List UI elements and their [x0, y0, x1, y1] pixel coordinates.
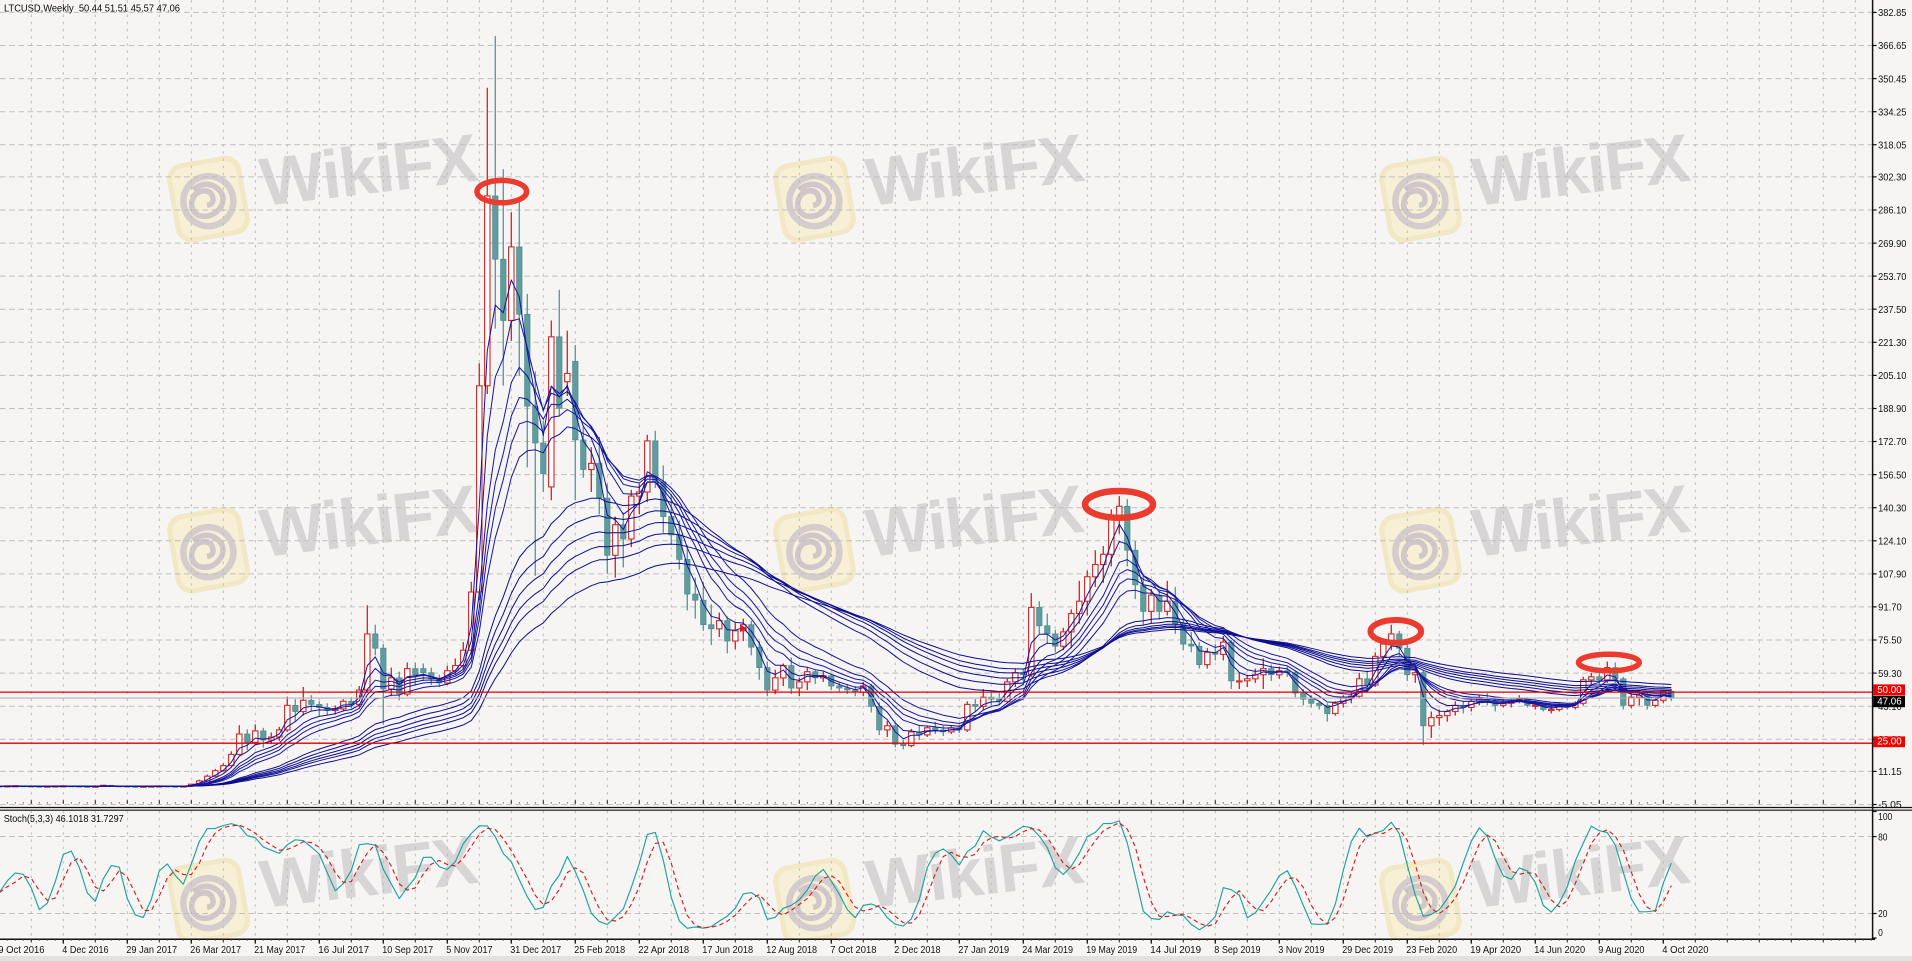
svg-text:7 Oct 2018: 7 Oct 2018	[830, 944, 876, 956]
svg-text:14 Jun 2020: 14 Jun 2020	[1534, 944, 1585, 956]
svg-text:382.85: 382.85	[1878, 7, 1906, 19]
svg-text:302.30: 302.30	[1878, 172, 1906, 184]
svg-text:4 Oct 2020: 4 Oct 2020	[1662, 944, 1708, 956]
svg-text:156.50: 156.50	[1878, 469, 1906, 481]
svg-text:-5.05: -5.05	[1878, 799, 1902, 811]
svg-text:205.10: 205.10	[1878, 370, 1906, 382]
svg-text:188.90: 188.90	[1878, 403, 1906, 415]
svg-text:29 Jan 2017: 29 Jan 2017	[126, 944, 177, 956]
svg-text:9 Aug 2020: 9 Aug 2020	[1598, 944, 1644, 956]
svg-text:140.30: 140.30	[1878, 502, 1906, 514]
svg-text:19 Apr 2020: 19 Apr 2020	[1470, 944, 1521, 956]
svg-text:75.50: 75.50	[1878, 635, 1902, 647]
svg-text:350.45: 350.45	[1878, 73, 1906, 85]
svg-text:100: 100	[1878, 811, 1892, 823]
svg-text:269.90: 269.90	[1878, 238, 1906, 250]
svg-text:253.70: 253.70	[1878, 271, 1906, 283]
svg-text:22 Apr 2018: 22 Apr 2018	[638, 944, 689, 956]
svg-text:47.06: 47.06	[1877, 696, 1902, 708]
svg-text:14 Jul 2019: 14 Jul 2019	[1150, 944, 1201, 956]
svg-text:80: 80	[1878, 831, 1888, 843]
svg-text:9 Oct 2016: 9 Oct 2016	[0, 944, 45, 956]
svg-text:LTCUSD,Weekly 50.44 51.51 45.: LTCUSD,Weekly 50.44 51.51 45.57 47.06	[4, 2, 180, 14]
svg-text:50.00: 50.00	[1877, 684, 1902, 696]
svg-text:Stoch(5,3,3) 46.1018 31.7297: Stoch(5,3,3) 46.1018 31.7297	[4, 813, 124, 825]
svg-text:318.05: 318.05	[1878, 139, 1906, 151]
svg-text:366.65: 366.65	[1878, 40, 1906, 52]
svg-text:21 May 2017: 21 May 2017	[254, 944, 305, 956]
svg-text:8 Sep 2019: 8 Sep 2019	[1214, 944, 1260, 956]
svg-text:286.10: 286.10	[1878, 205, 1906, 217]
svg-text:4 Dec 2016: 4 Dec 2016	[62, 944, 108, 956]
svg-text:237.50: 237.50	[1878, 304, 1906, 316]
svg-text:25.00: 25.00	[1877, 736, 1902, 748]
svg-text:59.30: 59.30	[1878, 668, 1902, 680]
svg-text:25 Feb 2018: 25 Feb 2018	[574, 944, 625, 956]
svg-text:334.25: 334.25	[1878, 106, 1906, 118]
svg-text:16 Jul 2017: 16 Jul 2017	[318, 944, 369, 956]
svg-text:124.10: 124.10	[1878, 536, 1906, 548]
svg-text:11.15: 11.15	[1878, 766, 1902, 778]
svg-text:221.30: 221.30	[1878, 337, 1906, 349]
svg-text:26 Mar 2017: 26 Mar 2017	[190, 944, 241, 956]
svg-text:20: 20	[1878, 908, 1888, 920]
svg-text:31 Dec 2017: 31 Dec 2017	[510, 944, 561, 956]
svg-text:23 Feb 2020: 23 Feb 2020	[1406, 944, 1457, 956]
svg-text:107.90: 107.90	[1878, 569, 1906, 581]
svg-text:19 May 2019: 19 May 2019	[1086, 944, 1137, 956]
svg-text:2 Dec 2018: 2 Dec 2018	[894, 944, 940, 956]
svg-text:91.70: 91.70	[1878, 602, 1902, 614]
svg-text:24 Mar 2019: 24 Mar 2019	[1022, 944, 1073, 956]
svg-text:29 Dec 2019: 29 Dec 2019	[1342, 944, 1393, 956]
svg-text:17 Jun 2018: 17 Jun 2018	[702, 944, 753, 956]
svg-text:5 Nov 2017: 5 Nov 2017	[446, 944, 492, 956]
svg-text:12 Aug 2018: 12 Aug 2018	[766, 944, 817, 956]
svg-text:10 Sep 2017: 10 Sep 2017	[382, 944, 433, 956]
svg-text:27 Jan 2019: 27 Jan 2019	[958, 944, 1009, 956]
svg-text:0: 0	[1878, 927, 1883, 939]
svg-text:3 Nov 2019: 3 Nov 2019	[1278, 944, 1324, 956]
svg-text:172.70: 172.70	[1878, 436, 1906, 448]
